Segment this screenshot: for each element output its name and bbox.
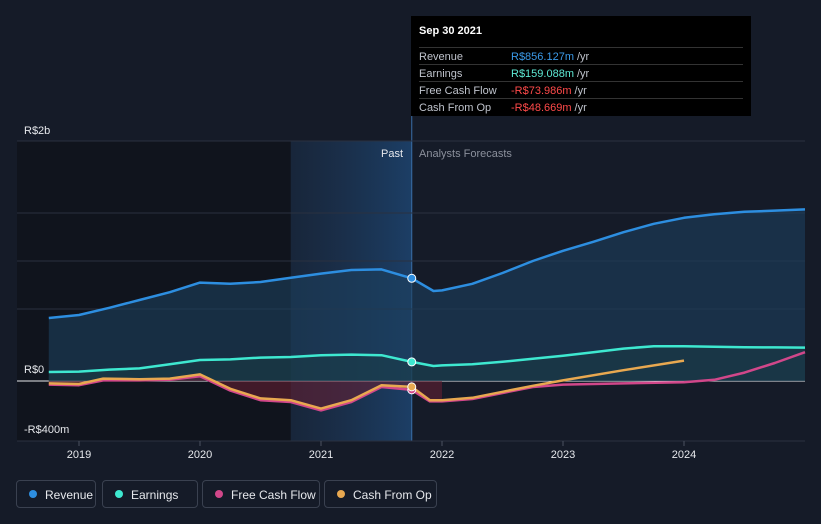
hover-markers xyxy=(407,273,417,395)
marker-earnings xyxy=(407,357,417,367)
area-revenue xyxy=(48,209,805,381)
legend-item-free-cash-flow[interactable]: Free Cash Flow xyxy=(202,480,320,508)
revenue-dot-icon xyxy=(29,490,37,498)
y-tick-label-top: R$2b xyxy=(24,125,50,137)
tooltip-row-revenue: Revenue R$856.127m/yr xyxy=(419,47,743,64)
marker-revenue xyxy=(407,273,417,283)
tooltip-value: -R$48.669m/yr xyxy=(511,102,587,114)
x-tick-label: 2019 xyxy=(67,449,91,461)
tooltip-row-fcf: Free Cash Flow -R$73.986m/yr xyxy=(419,81,743,98)
cash-from-op-dot-icon xyxy=(337,490,345,498)
tooltip-label: Cash From Op xyxy=(419,102,492,114)
x-axis-ticks: 2019 2020 2021 2022 2023 2024 xyxy=(67,441,696,461)
earnings-dot-icon xyxy=(115,490,123,498)
tooltip-label: Earnings xyxy=(419,68,463,80)
tooltip-value: -R$73.986m/yr xyxy=(511,85,587,97)
line-cash-from-op xyxy=(48,359,685,410)
legend-label: Revenue xyxy=(45,488,94,502)
tooltip: Sep 30 2021 Revenue R$856.127m/yr Earnin… xyxy=(411,16,751,116)
x-tick-label: 2023 xyxy=(551,449,575,461)
x-tick-label: 2022 xyxy=(430,449,454,461)
legend-item-revenue[interactable]: Revenue xyxy=(16,480,96,508)
tooltip-row-cfo: Cash From Op -R$48.669m/yr xyxy=(419,98,743,115)
x-tick-label: 2020 xyxy=(188,449,212,461)
past-label: Past xyxy=(381,148,403,160)
y-tick-label-zero: R$0 xyxy=(24,364,44,376)
line-revenue xyxy=(48,208,806,320)
tooltip-date: Sep 30 2021 xyxy=(419,25,482,37)
marker-cash-from-op xyxy=(407,382,417,392)
y-tick-label-bottom: -R$400m xyxy=(24,424,69,436)
tooltip-row-earnings: Earnings R$159.088m/yr xyxy=(419,64,743,81)
tooltip-value: R$856.127m/yr xyxy=(511,51,590,63)
legend-item-earnings[interactable]: Earnings xyxy=(102,480,198,508)
tooltip-label: Free Cash Flow xyxy=(419,85,497,97)
legend-label: Cash From Op xyxy=(353,488,432,502)
tooltip-value: R$159.088m/yr xyxy=(511,68,590,80)
legend-label: Earnings xyxy=(131,488,179,502)
x-tick-label: 2021 xyxy=(309,449,333,461)
legend-label: Free Cash Flow xyxy=(231,488,316,502)
axis-labels: R$2b R$0 -R$400m Past Analysts Forecasts xyxy=(24,125,512,436)
forecast-label: Analysts Forecasts xyxy=(419,148,512,160)
line-earnings xyxy=(48,344,806,374)
x-tick-label: 2024 xyxy=(672,449,696,461)
free-cash-flow-dot-icon xyxy=(215,490,223,498)
tooltip-label: Revenue xyxy=(419,51,464,63)
legend-item-cash-from-op[interactable]: Cash From Op xyxy=(324,480,437,508)
